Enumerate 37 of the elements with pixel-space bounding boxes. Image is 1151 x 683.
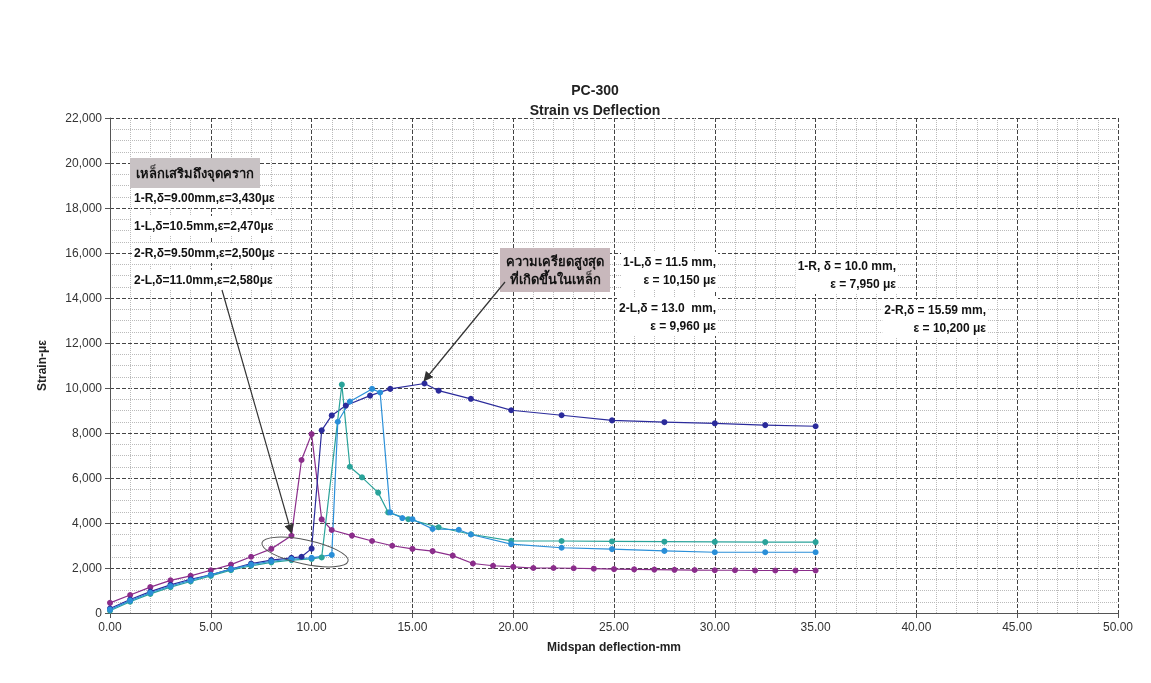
annotation: 1-L,δ = 11.5 mm, ε = 10,150 με [623, 255, 717, 287]
y-tick-label: 22,000 [65, 111, 103, 125]
x-tick-label: 15.00 [397, 620, 428, 634]
y-axis-title: Strain-με [35, 339, 49, 392]
annotation: 2-L,δ = 13.0 mm, ε = 9,960 με [619, 301, 717, 333]
annotation: 1-R, δ = 10.0 mm, ε = 7,950 με [797, 259, 897, 291]
annotation: ความเครียดสูงสุด ที่เกิดขึ้นในเหล็ก [506, 253, 604, 287]
y-tick-label: 16,000 [65, 246, 103, 260]
chart-title: PC-300 [571, 82, 619, 98]
annotation: 1-L,δ=10.5mm,ε=2,470με [134, 219, 274, 233]
annotation: เหล็กเสริมถึงจุดคราก [136, 163, 254, 182]
x-tick-label: 5.00 [199, 620, 223, 634]
y-tick-label: 6,000 [71, 471, 103, 485]
x-tick-label: 40.00 [901, 620, 932, 634]
y-tick-label: 4,000 [71, 516, 103, 530]
annotation: 1-R,δ=9.00mm,ε=3,430με [134, 191, 276, 205]
chart-subtitle: Strain vs Deflection [529, 102, 661, 118]
x-tick-label: 45.00 [1002, 620, 1033, 634]
annotation: 2-R,δ=9.50mm,ε=2,500με [134, 246, 276, 260]
annotation: 2-R,δ = 15.59 mm, ε = 10,200 με [884, 303, 987, 335]
x-tick-label: 50.00 [1102, 620, 1134, 634]
x-tick-label: 20.00 [498, 620, 529, 634]
x-tick-label: 0.00 [98, 620, 122, 634]
y-tick-label: 12,000 [65, 336, 103, 350]
x-tick-label: 35.00 [800, 620, 831, 634]
annotation: 2-L,δ=11.0mm,ε=2,580με [134, 273, 274, 287]
y-tick-label: 10,000 [65, 381, 103, 395]
y-tick-label: 18,000 [65, 201, 103, 215]
y-tick-label: 14,000 [65, 291, 103, 305]
y-tick-label: 8,000 [71, 426, 103, 440]
x-axis-title: Midspan deflection-mm [546, 640, 682, 654]
x-tick-label: 30.00 [699, 620, 731, 634]
y-tick-label: 0 [95, 606, 103, 620]
y-tick-label: 2,000 [71, 561, 103, 575]
x-tick-label: 25.00 [598, 620, 630, 634]
x-tick-label: 10.00 [296, 620, 327, 634]
y-tick-label: 20,000 [65, 156, 103, 170]
